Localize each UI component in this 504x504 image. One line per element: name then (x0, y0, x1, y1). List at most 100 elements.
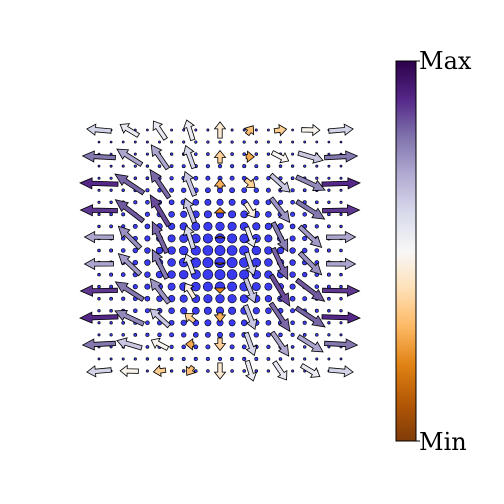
dot (157, 332, 162, 338)
arrow (114, 281, 145, 302)
dot (302, 188, 307, 193)
dot (227, 281, 238, 292)
dot (242, 164, 247, 169)
arrow (270, 150, 290, 164)
dot-grid (97, 128, 343, 373)
dot (290, 200, 295, 205)
arrow (242, 304, 258, 331)
dot (217, 331, 223, 338)
dot (265, 211, 272, 218)
dot (266, 152, 271, 156)
dot (121, 164, 125, 168)
arrow (117, 225, 143, 251)
dot (191, 306, 200, 315)
dot (169, 176, 174, 181)
arrow (213, 121, 227, 139)
dot (109, 357, 113, 361)
arrow (182, 225, 196, 250)
dot (278, 164, 283, 168)
arrow (322, 204, 361, 217)
dot (170, 128, 174, 132)
arrow (183, 282, 197, 300)
dot (230, 356, 235, 362)
dot (97, 140, 101, 144)
dot (97, 357, 101, 361)
arrow (328, 123, 354, 136)
dot (327, 176, 331, 180)
dot (253, 187, 259, 193)
dot (133, 200, 138, 205)
dot (264, 295, 273, 303)
arrow (297, 224, 323, 248)
dot (168, 307, 175, 314)
arrow (301, 123, 321, 137)
dot (276, 246, 285, 255)
dot (202, 257, 214, 268)
dot (254, 128, 258, 132)
arrow (295, 199, 326, 220)
dot (144, 259, 151, 266)
arrow (294, 305, 326, 328)
dot (241, 187, 248, 194)
dot (109, 248, 114, 253)
dot (202, 245, 214, 256)
dot (144, 211, 150, 217)
dot (97, 164, 101, 168)
dot (145, 164, 150, 168)
dot (339, 284, 343, 289)
dot (145, 357, 150, 361)
dot (339, 200, 343, 204)
dot (302, 332, 307, 337)
arrow (114, 310, 145, 327)
dot (109, 284, 114, 289)
dot (97, 333, 101, 337)
dot (194, 140, 198, 144)
dot (97, 224, 101, 229)
arrow (79, 284, 118, 297)
dot (339, 164, 343, 168)
dot (192, 332, 199, 338)
dot (202, 269, 214, 280)
dot (169, 344, 174, 350)
dot (202, 233, 213, 244)
dot (133, 332, 138, 337)
dot (230, 369, 234, 373)
dot (145, 320, 150, 326)
arrow (297, 250, 323, 276)
dot (97, 200, 101, 204)
dot (254, 369, 259, 373)
dot (97, 176, 101, 180)
dot (290, 320, 295, 326)
arrow (243, 177, 256, 189)
dot (169, 152, 174, 156)
arrow (321, 177, 361, 190)
dot (327, 308, 331, 313)
dot (302, 271, 308, 278)
arrow (299, 363, 321, 378)
arrow (149, 194, 172, 228)
arrow (81, 150, 116, 163)
dot (145, 140, 149, 144)
dot (145, 188, 150, 193)
dot (279, 140, 282, 144)
dot (289, 283, 296, 290)
dot (217, 356, 223, 362)
arrow (268, 301, 291, 333)
arrow (149, 168, 172, 200)
dot (314, 248, 320, 253)
dot (181, 332, 187, 338)
dot (203, 221, 213, 231)
dot (132, 259, 139, 266)
dot (266, 128, 270, 132)
dot (315, 140, 319, 144)
arrow (321, 311, 361, 324)
dot (339, 357, 343, 361)
dot (191, 222, 201, 231)
dot (302, 247, 308, 254)
dot (194, 369, 198, 373)
arrow (324, 150, 359, 163)
dot (289, 259, 296, 266)
dot (314, 284, 320, 289)
dot (133, 176, 138, 180)
